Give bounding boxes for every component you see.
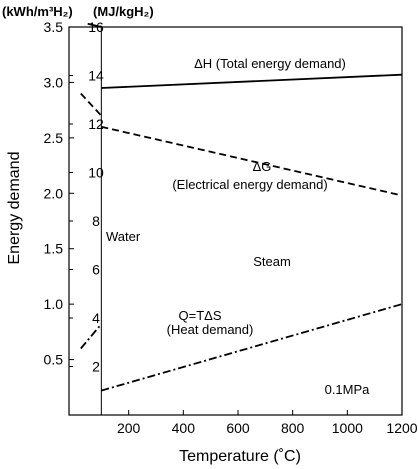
x-tick-label: 1200 <box>386 420 417 436</box>
y-tick-label-kwh: 2.0 <box>44 185 64 201</box>
series-line-dashed <box>101 125 403 197</box>
y-tick-label-mj: 6 <box>92 262 100 278</box>
annotation-dg-symbol: ΔG <box>253 159 272 174</box>
series-line-dashed <box>80 92 102 117</box>
x-tick-label: 1000 <box>332 420 363 436</box>
y-tick-label-mj: 8 <box>92 213 100 229</box>
x-tick-label: 800 <box>281 420 305 436</box>
annotation-pressure: 0.1MPa <box>325 382 371 397</box>
y-ticks-mj: 2 4 6 8 10 12 14 16 <box>69 19 104 375</box>
y-tick-label-mj: 16 <box>88 19 104 35</box>
x-axis-title: Temperature (˚C) <box>179 448 301 465</box>
series-lines <box>80 22 403 392</box>
y-ticks-kwh: 0.5 1.0 1.5 2.0 2.5 3.0 3.5 <box>44 19 74 368</box>
y-tick-label-mj: 2 <box>92 359 100 375</box>
series-line-solid <box>87 22 102 28</box>
series-line-dashdot <box>80 323 102 350</box>
plot-frame <box>68 26 403 416</box>
annotation-q-text: (Heat demand) <box>167 322 254 337</box>
x-tick-label: 200 <box>117 420 141 436</box>
y-tick-label-mj: 12 <box>88 116 104 132</box>
y-tick-label-kwh: 0.5 <box>44 352 64 368</box>
annotation-water: Water <box>106 229 141 244</box>
x-tick-label: 600 <box>226 420 250 436</box>
y-tick-label-mj: 10 <box>88 165 104 181</box>
y-unit-mj: (MJ/kgH₂) <box>93 4 154 19</box>
series-line-solid <box>101 73 403 89</box>
y-tick-label-kwh: 3.0 <box>44 74 64 90</box>
y-tick-label-kwh: 3.5 <box>44 19 64 35</box>
annotation-dg-text: (Electrical energy demand) <box>172 177 327 192</box>
series-line-dashdot <box>101 303 403 392</box>
annotation-q-symbol: Q=TΔS <box>179 308 222 323</box>
y-tick-label-mj: 4 <box>92 310 100 326</box>
y-tick-label-kwh: 1.5 <box>44 241 64 257</box>
annotation-dh: ΔH (Total energy demand) <box>194 56 346 71</box>
y-unit-kwh: (kWh/m³H₂) <box>2 4 73 19</box>
annotation-steam: Steam <box>253 254 291 269</box>
y-tick-label-kwh: 1.0 <box>44 296 64 312</box>
x-ticks: 200 400 600 800 1000 1200 <box>117 410 418 436</box>
y-tick-label-mj: 14 <box>88 68 104 84</box>
y-axis-title: Energy demand <box>6 152 23 265</box>
y-tick-label-kwh: 2.5 <box>44 130 64 146</box>
x-tick-label: 400 <box>172 420 196 436</box>
